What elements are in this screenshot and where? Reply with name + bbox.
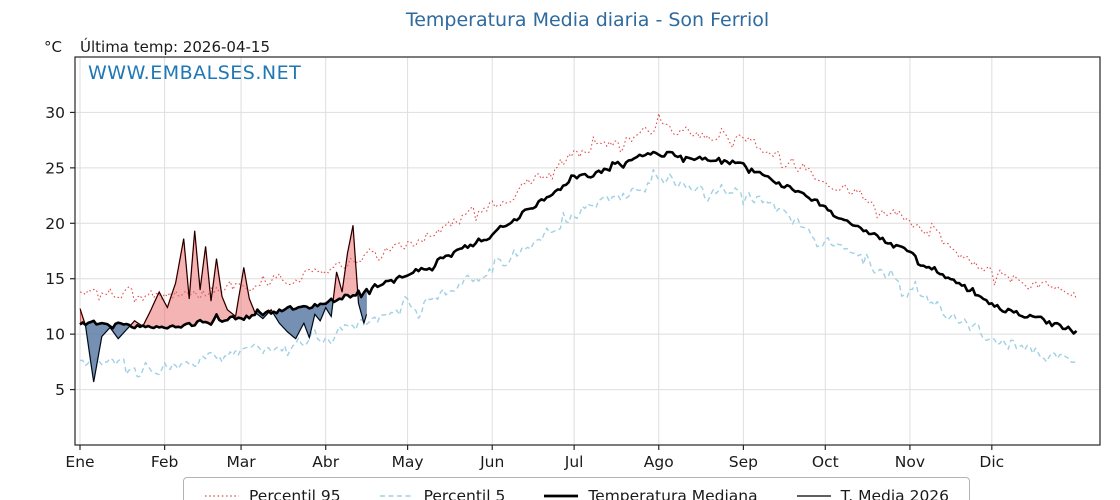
legend-line-percentil-5 (379, 495, 414, 497)
x-tick-label: Jul (564, 453, 584, 471)
x-tick-label: Ene (65, 453, 94, 471)
legend: Percentil 95 Percentil 5 Temperatura Med… (183, 477, 971, 500)
x-tick-label: Dic (979, 453, 1004, 471)
y-tick-label: 10 (45, 326, 65, 344)
legend-line-t-media-2026 (796, 495, 831, 497)
y-tick-label: 20 (45, 215, 65, 233)
legend-line-mediana (544, 494, 579, 498)
y-tick-label: 5 (55, 381, 65, 399)
legend-item-mediana: Temperatura Mediana (543, 487, 758, 500)
legend-item-percentil-95: Percentil 95 (204, 487, 341, 500)
line-mediana (79, 150, 1078, 335)
chart-title: Temperatura Media diaria - Son Ferriol (405, 9, 770, 31)
watermark: WWW.EMBALSES.NET (88, 62, 302, 84)
legend-label-t-media-2026: T. Media 2026 (840, 487, 950, 500)
y-axis-unit-label: °C (44, 38, 62, 56)
x-tick-label: Feb (151, 453, 178, 471)
legend-label-percentil-95: Percentil 95 (249, 487, 341, 500)
x-tick-label: Sep (729, 453, 758, 471)
legend-item-t-media-2026: T. Media 2026 (796, 487, 949, 500)
y-tick-label: 30 (45, 104, 65, 122)
x-tick-label: Jun (479, 453, 504, 471)
plot-frame (74, 56, 1101, 446)
y-tick-label: 15 (45, 270, 65, 288)
legend-label-mediana: Temperatura Mediana (588, 487, 758, 500)
line-percentil-5 (79, 168, 1077, 378)
legend-item-percentil-5: Percentil 5 (379, 487, 506, 500)
x-tick-label: Ago (644, 453, 674, 471)
x-tick-label: Abr (312, 453, 339, 471)
line-t-media-2026 (79, 225, 368, 383)
x-tick-label: Nov (895, 453, 925, 471)
x-tick-label: Mar (226, 453, 256, 471)
legend-line-percentil-95 (205, 495, 239, 497)
y-tick-label: 25 (45, 159, 65, 177)
x-tick-label: May (392, 453, 424, 471)
x-tick-label: Oct (812, 453, 839, 471)
line-percentil-95 (79, 112, 1078, 303)
legend-label-percentil-5: Percentil 5 (423, 487, 506, 500)
last-temp-label: Última temp: 2026-04-15 (80, 38, 271, 56)
